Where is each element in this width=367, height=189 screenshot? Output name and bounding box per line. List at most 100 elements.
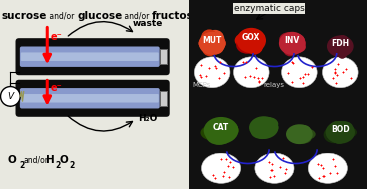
Ellipse shape — [336, 130, 350, 141]
Text: V: V — [7, 92, 14, 101]
Ellipse shape — [283, 38, 294, 49]
Ellipse shape — [331, 130, 347, 144]
Ellipse shape — [202, 40, 217, 56]
Ellipse shape — [327, 124, 350, 134]
Ellipse shape — [287, 131, 302, 140]
Bar — [189, 50, 367, 56]
Bar — [160, 91, 167, 106]
Text: MCPs: MCPs — [193, 82, 211, 88]
Bar — [189, 147, 367, 153]
Bar — [160, 91, 167, 106]
Ellipse shape — [292, 132, 305, 144]
Ellipse shape — [286, 41, 306, 53]
Text: waste: waste — [132, 19, 163, 29]
Ellipse shape — [331, 40, 342, 53]
Ellipse shape — [258, 117, 278, 131]
Ellipse shape — [200, 125, 226, 141]
Text: and/or: and/or — [122, 11, 152, 20]
Ellipse shape — [294, 131, 312, 144]
Text: enzymatic caps: enzymatic caps — [234, 4, 305, 13]
Ellipse shape — [324, 126, 345, 143]
Text: and/or: and/or — [47, 11, 77, 20]
Ellipse shape — [255, 153, 294, 183]
Ellipse shape — [199, 32, 225, 55]
Ellipse shape — [233, 57, 269, 88]
Bar — [160, 49, 167, 64]
Ellipse shape — [204, 123, 225, 135]
Bar — [160, 49, 167, 64]
Text: H₂O: H₂O — [138, 114, 157, 123]
Ellipse shape — [206, 40, 224, 54]
Ellipse shape — [328, 37, 346, 49]
Ellipse shape — [251, 125, 273, 139]
FancyBboxPatch shape — [20, 46, 160, 67]
Ellipse shape — [240, 30, 257, 43]
Ellipse shape — [337, 126, 357, 138]
Ellipse shape — [249, 33, 262, 48]
Ellipse shape — [338, 40, 350, 52]
Circle shape — [1, 87, 20, 106]
Ellipse shape — [218, 124, 239, 137]
Ellipse shape — [254, 117, 266, 133]
Ellipse shape — [199, 37, 215, 50]
Text: glucose: glucose — [77, 11, 122, 21]
Ellipse shape — [249, 116, 279, 139]
Text: H: H — [46, 155, 55, 165]
Text: MUT: MUT — [203, 36, 222, 45]
Ellipse shape — [235, 33, 255, 48]
Ellipse shape — [323, 57, 358, 88]
Text: 2: 2 — [56, 161, 61, 170]
Ellipse shape — [216, 127, 232, 141]
Ellipse shape — [206, 30, 224, 47]
Ellipse shape — [201, 29, 218, 47]
Ellipse shape — [236, 37, 259, 54]
Ellipse shape — [201, 153, 241, 183]
Text: 2: 2 — [69, 161, 74, 170]
Ellipse shape — [327, 35, 354, 57]
Text: e⁻: e⁻ — [51, 83, 63, 93]
Ellipse shape — [279, 32, 299, 46]
Ellipse shape — [286, 34, 305, 46]
Ellipse shape — [195, 57, 230, 88]
Ellipse shape — [296, 129, 316, 140]
Ellipse shape — [329, 121, 343, 138]
Text: O: O — [59, 155, 68, 165]
Ellipse shape — [244, 32, 265, 43]
Ellipse shape — [290, 36, 306, 50]
Ellipse shape — [283, 40, 297, 56]
Ellipse shape — [237, 28, 266, 53]
Ellipse shape — [289, 127, 302, 138]
Ellipse shape — [204, 117, 239, 144]
Text: CAT: CAT — [213, 123, 229, 132]
Text: GOX: GOX — [242, 33, 261, 42]
Ellipse shape — [337, 43, 348, 59]
Ellipse shape — [291, 125, 305, 136]
Ellipse shape — [214, 121, 237, 133]
Text: FDH: FDH — [331, 39, 349, 48]
Ellipse shape — [326, 121, 355, 144]
Ellipse shape — [206, 127, 232, 145]
Ellipse shape — [210, 37, 226, 50]
Ellipse shape — [331, 44, 345, 54]
Ellipse shape — [279, 32, 306, 55]
Ellipse shape — [336, 35, 350, 49]
Ellipse shape — [245, 37, 263, 55]
Ellipse shape — [335, 121, 353, 136]
Ellipse shape — [211, 118, 229, 133]
Ellipse shape — [294, 125, 311, 137]
FancyBboxPatch shape — [15, 38, 170, 75]
Text: INV: INV — [285, 36, 300, 45]
FancyBboxPatch shape — [15, 80, 170, 117]
FancyBboxPatch shape — [21, 52, 159, 61]
FancyBboxPatch shape — [20, 88, 160, 108]
Ellipse shape — [259, 125, 276, 135]
Ellipse shape — [261, 122, 279, 134]
Ellipse shape — [281, 57, 317, 88]
Text: sucrose: sucrose — [2, 11, 47, 21]
Text: O: O — [8, 155, 16, 165]
Text: and/or: and/or — [23, 156, 48, 165]
Ellipse shape — [251, 123, 267, 136]
Text: BOD: BOD — [331, 125, 350, 134]
Text: 2: 2 — [19, 161, 24, 170]
Text: relays: relays — [264, 82, 285, 88]
